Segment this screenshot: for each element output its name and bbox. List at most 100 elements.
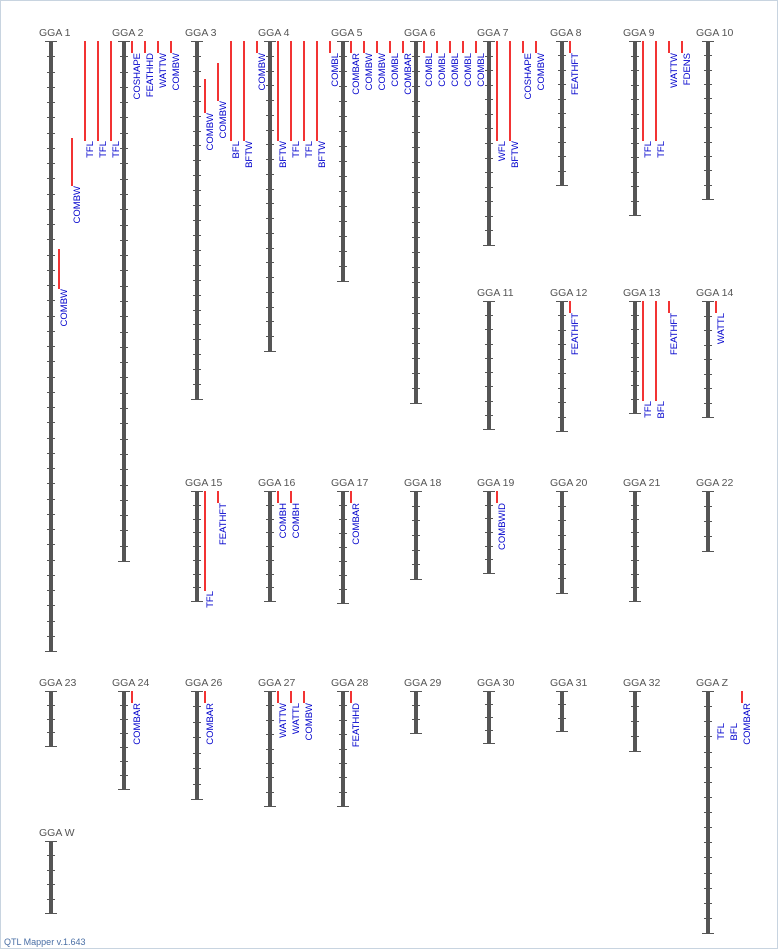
chromosome-label: GGA 18 <box>404 477 442 489</box>
qtl-tfl[interactable]: TFL <box>716 723 727 740</box>
qtl-combw[interactable]: COMBW <box>535 41 547 91</box>
qtl-wfl[interactable]: WFL <box>496 41 508 161</box>
qtl-combw[interactable]: COMBW <box>170 41 182 90</box>
qtl-wattw[interactable]: WATTW <box>157 41 169 88</box>
chromosome-label: GGA 14 <box>696 287 734 299</box>
chromosome-gga-18: GGA 18 <box>404 477 442 580</box>
qtl-combar[interactable]: COMBAR <box>350 491 362 545</box>
qtl-label: WATTW <box>669 53 680 88</box>
chromosome-gga-23: GGA 23 <box>39 677 77 747</box>
chromosome-label: GGA 8 <box>550 27 582 39</box>
qtl-label: COMBW <box>205 113 216 151</box>
qtl-tfl[interactable]: TFL <box>97 41 109 158</box>
qtl-label: TFL <box>643 401 654 418</box>
qtl-feathft[interactable]: FEATHFT <box>217 491 229 545</box>
qtl-feathft[interactable]: FEATHFT <box>569 301 581 355</box>
qtl-combl[interactable]: COMBL <box>329 41 341 87</box>
qtl-tfl[interactable]: TFL <box>84 41 96 158</box>
qtl-combw[interactable]: COMBW <box>204 79 216 151</box>
qtl-combl[interactable]: COMBL <box>436 41 448 87</box>
qtl-combw[interactable]: COMBW <box>363 41 375 91</box>
chromosome-gga-8: GGA 8 FEATHFT <box>550 27 582 186</box>
qtl-bftw[interactable]: BFTW <box>243 41 255 168</box>
qtl-combh[interactable]: COMBH <box>290 491 302 538</box>
qtl-combar[interactable]: COMBAR <box>741 691 753 745</box>
qtl-fdens[interactable]: FDENS <box>681 41 693 85</box>
chromosome-bar <box>122 691 126 789</box>
qtl-wattl[interactable]: WATTL <box>715 301 727 344</box>
qtl-combw[interactable]: COMBW <box>217 63 229 138</box>
qtl-feathft[interactable]: FEATHFT <box>569 41 581 95</box>
qtl-bfl[interactable]: BFL <box>729 723 740 740</box>
chromosome-label: GGA 2 <box>112 27 144 39</box>
qtl-label: COMBL <box>390 53 401 87</box>
qtl-wattw[interactable]: WATTW <box>668 41 680 88</box>
qtl-combar[interactable]: COMBAR <box>402 41 414 95</box>
qtl-feathhd[interactable]: FEATHHD <box>350 691 362 747</box>
qtl-label: COMBL <box>437 53 448 87</box>
qtl-combl[interactable]: COMBL <box>475 41 487 87</box>
qtl-tfl[interactable]: TFL <box>204 491 216 608</box>
qtl-bftw[interactable]: BFTW <box>277 41 289 168</box>
qtl-combw[interactable]: COMBW <box>303 691 315 740</box>
chromosome-bar <box>195 691 199 799</box>
chromosome-bar <box>49 841 53 913</box>
qtl-label: COMBW <box>59 289 70 327</box>
qtl-coshape[interactable]: COSHAPE <box>522 41 534 99</box>
qtl-label: TFL <box>111 141 122 158</box>
chromosome-label: GGA 20 <box>550 477 588 489</box>
qtl-combl[interactable]: COMBL <box>423 41 435 87</box>
chromosome-gga-2: GGA 2 COSHAPE FEATHHD WATTW COMBW <box>112 27 182 562</box>
chromosome-bar <box>414 691 418 733</box>
qtl-wattl[interactable]: WATTL <box>290 691 302 734</box>
qtl-label: TFL <box>716 723 727 740</box>
qtl-label: COMBW <box>536 53 547 91</box>
qtl-tfl[interactable]: TFL <box>655 41 667 158</box>
qtl-combwid[interactable]: COMBWID <box>496 491 508 550</box>
qtl-tfl[interactable]: TFL <box>110 41 122 158</box>
qtl-bfl[interactable]: BFL <box>655 301 667 418</box>
qtl-bfl[interactable]: BFL <box>230 41 242 158</box>
chromosome-label: GGA 23 <box>39 677 77 689</box>
qtl-combl[interactable]: COMBL <box>449 41 461 87</box>
qtl-label: TFL <box>643 141 654 158</box>
qtl-bftw[interactable]: BFTW <box>316 41 328 168</box>
qtl-bftw[interactable]: BFTW <box>509 41 521 168</box>
qtl-combw[interactable]: COMBW <box>376 41 388 90</box>
qtl-label: BFTW <box>317 141 328 168</box>
qtl-coshape[interactable]: COSHAPE <box>131 41 143 99</box>
qtl-label: COMBL <box>330 53 341 87</box>
qtl-combar[interactable]: COMBAR <box>131 691 143 745</box>
qtl-combh[interactable]: COMBH <box>277 491 289 538</box>
qtl-feathft[interactable]: FEATHFT <box>668 301 680 355</box>
qtl-label: BFTW <box>278 141 289 168</box>
qtl-combw[interactable]: COMBW <box>71 138 83 223</box>
qtl-tfl[interactable]: TFL <box>290 41 302 158</box>
chromosome-label: GGA 19 <box>477 477 515 489</box>
qtl-combar[interactable]: COMBAR <box>350 41 362 95</box>
qtl-wattw[interactable]: WATTW <box>277 691 289 738</box>
qtl-combw[interactable]: COMBW <box>58 249 70 327</box>
qtl-label: COMBW <box>364 53 375 91</box>
chromosome-gga-11: GGA 11 <box>477 287 514 430</box>
chromosome-gga-21: GGA 21 <box>623 477 661 602</box>
qtl-tfl[interactable]: TFL <box>642 301 654 418</box>
chromosome-gga-26: GGA 26 COMBAR <box>185 677 223 800</box>
qtl-combl[interactable]: COMBL <box>462 41 474 87</box>
qtl-label: BFTW <box>510 141 521 168</box>
qtl-label: COMBAR <box>205 703 216 745</box>
qtl-combar[interactable]: COMBAR <box>204 691 216 745</box>
chromosome-gga-12: GGA 12 FEATHFT <box>550 287 588 432</box>
qtl-tfl[interactable]: TFL <box>642 41 654 158</box>
qtl-label: BFL <box>231 141 242 158</box>
qtl-combw[interactable]: COMBW <box>256 41 268 90</box>
chromosome-label: GGA 10 <box>696 27 734 39</box>
chromosome-bar <box>268 691 272 806</box>
qtl-tfl[interactable]: TFL <box>303 41 315 158</box>
qtl-feathhd[interactable]: FEATHHD <box>144 41 156 97</box>
chromosome-label: GGA 28 <box>331 677 369 689</box>
chromosome-gga-29: GGA 29 <box>404 677 442 734</box>
qtl-label: BFL <box>729 723 740 740</box>
qtl-combl[interactable]: COMBL <box>389 41 401 87</box>
